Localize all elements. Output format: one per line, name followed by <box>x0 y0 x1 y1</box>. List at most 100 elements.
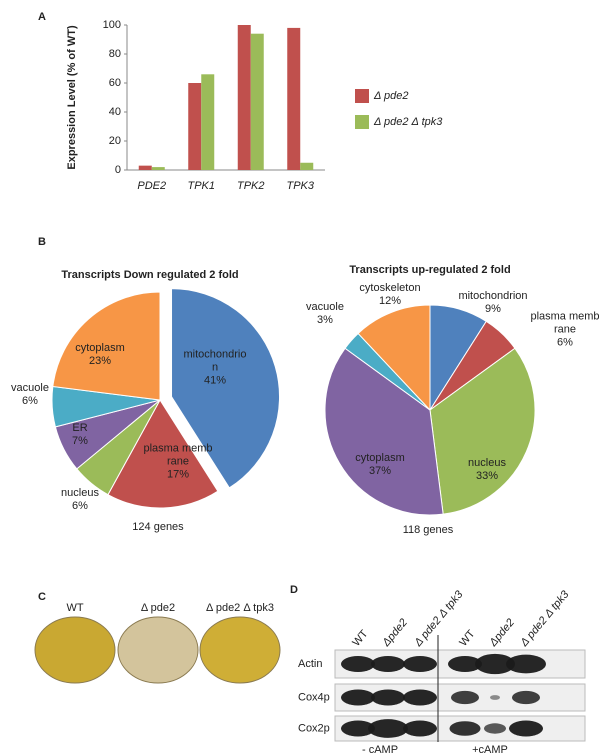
slice-value: 6% <box>72 500 88 512</box>
y-tick-label: 80 <box>109 48 121 60</box>
pie-note: 124 genes <box>132 521 184 533</box>
slice-value: 6% <box>22 395 38 407</box>
blot-band <box>512 690 540 705</box>
slice-name: vacuole <box>306 301 344 313</box>
plate-label: Δ pde2 Δ tpk3 <box>206 602 274 614</box>
blot-column-label: WT <box>350 628 370 649</box>
slice-label: mitochondrion 9% <box>448 290 538 316</box>
blot-condition: - cAMP <box>362 744 398 755</box>
blot-band <box>448 656 482 672</box>
blot-band <box>341 656 375 672</box>
y-tick-label: 20 <box>109 135 121 147</box>
slice-value: 23% <box>88 355 112 367</box>
bar <box>287 27 301 171</box>
pie-slice <box>324 347 444 516</box>
slice-value: 9% <box>485 303 501 315</box>
slice-label: plasma membrane 17% <box>143 443 213 482</box>
blot-band <box>403 720 437 737</box>
blot-band <box>451 690 479 705</box>
legend-swatch <box>355 89 369 103</box>
slice-name: nucleus <box>61 487 99 499</box>
legend-swatch <box>355 115 369 129</box>
blot-row-label: Actin <box>298 658 322 670</box>
slice-name: cytoplasm <box>355 452 405 464</box>
slice-label: vacuole 3% <box>300 301 350 327</box>
y-tick-label: 60 <box>109 77 121 89</box>
blot-band <box>371 656 405 672</box>
y-axis-label: Expression Level (% of WT) <box>66 25 78 170</box>
legend-label: Δ pde2 Δ tpk3 <box>373 116 443 128</box>
pie-title: Transcripts up-regulated 2 fold <box>349 264 510 276</box>
slice-value: 37% <box>368 465 392 477</box>
slice-label: nucleus 6% <box>50 487 110 513</box>
pie-slice <box>357 304 431 412</box>
pie-title: Transcripts Down regulated 2 fold <box>61 269 238 281</box>
blot-band <box>368 719 408 738</box>
panel-label: A <box>38 11 46 23</box>
slice-label: plasma membrane 6% <box>530 311 600 350</box>
slice-name: nucleus <box>468 457 506 469</box>
plate <box>34 616 116 684</box>
slice-name: cytoplasm <box>75 342 125 354</box>
plate <box>199 616 281 684</box>
pie-note: 118 genes <box>403 524 454 536</box>
x-tick-label: TPK1 <box>187 180 215 192</box>
x-tick-label: PDE2 <box>137 180 166 192</box>
bar <box>201 74 215 170</box>
slice-name: cytoskeleton <box>359 282 421 294</box>
slice-name: mitochondrion <box>458 290 528 302</box>
blot-column-label: Δpde2 <box>380 617 410 650</box>
panel-label: D <box>290 584 298 596</box>
blot-band <box>371 689 405 706</box>
pie-slice <box>52 291 161 401</box>
bar <box>250 33 264 171</box>
panel-label: B <box>38 236 46 248</box>
x-tick-label: TPK2 <box>237 180 265 192</box>
bar <box>188 83 202 170</box>
slice-value: 41% <box>203 374 227 387</box>
plate-label: WT <box>66 602 83 614</box>
slice-value: 7% <box>72 435 88 447</box>
y-tick-label: 0 <box>115 164 121 176</box>
blot-band <box>475 653 515 675</box>
blot-band <box>341 720 375 737</box>
legend-label: Δ pde2 <box>373 90 409 102</box>
slice-value: 33% <box>475 470 499 482</box>
blot-row-label: Cox2p <box>298 722 330 734</box>
y-tick-label: 40 <box>109 106 121 118</box>
blot-column-label: Δpde2 <box>487 617 517 650</box>
slice-label: cytoplasm 37% <box>345 452 415 478</box>
slice-name: vacuole <box>11 382 49 394</box>
bar <box>300 162 314 170</box>
slice-label: ER 7% <box>60 422 100 448</box>
pie-slice <box>107 399 219 509</box>
slice-label: mitochondrion 41% <box>183 349 247 388</box>
slice-value: 3% <box>317 314 333 326</box>
blot-band <box>490 695 500 700</box>
pie-slice <box>171 288 281 489</box>
slice-name: ER <box>72 422 88 434</box>
bar <box>237 25 251 170</box>
blot-column-label: Δ pde2 Δ tpk3 <box>518 588 572 650</box>
blot-condition: +cAMP <box>472 744 508 755</box>
slice-label: cytoskeleton 12% <box>350 282 430 308</box>
slice-name: plasma membrane <box>530 310 600 336</box>
slice-value: 6% <box>557 336 573 349</box>
x-tick-label: TPK3 <box>286 180 314 192</box>
slice-label: cytoplasm 23% <box>70 342 130 368</box>
blot-band <box>509 720 543 737</box>
bar <box>151 167 165 170</box>
blot-band <box>484 723 506 734</box>
slice-value: 17% <box>166 468 190 481</box>
plate-label: Δ pde2 <box>141 602 175 614</box>
pie-slice <box>429 347 536 515</box>
plate <box>117 616 199 684</box>
slice-label: vacuole 6% <box>5 382 55 408</box>
panel-label: C <box>38 591 46 603</box>
slice-label: nucleus 33% <box>457 457 517 483</box>
blot-column-label: WT <box>457 628 477 649</box>
blot-band <box>403 689 437 706</box>
blot-band <box>506 654 546 674</box>
